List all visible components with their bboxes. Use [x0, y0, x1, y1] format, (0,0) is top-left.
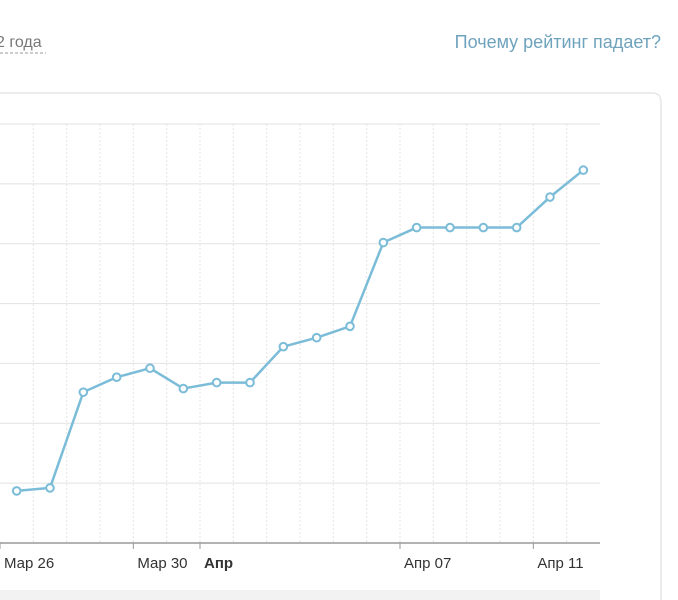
x-tick-label: Апр 07 [404, 555, 451, 572]
point [378, 237, 389, 248]
period-link[interactable]: 2 года [0, 34, 42, 51]
point [445, 222, 455, 233]
line [16, 169, 585, 493]
point [45, 483, 55, 493]
point [545, 192, 555, 202]
point [211, 377, 222, 388]
point [411, 222, 422, 233]
x-tick-label: Апр 11 [537, 555, 583, 572]
card [0, 92, 662, 600]
point [578, 165, 589, 175]
point [178, 383, 189, 394]
x-tick-label: Мар 26 [4, 555, 54, 572]
point [478, 222, 489, 233]
plot: Мар 26 Мар 30 Апр Апр 07 Апр 11 [0, 123, 600, 572]
x-tick-label: Мар 30 [137, 555, 187, 572]
x-tick-label: Апр [204, 555, 233, 572]
footer-strip [0, 590, 600, 600]
point [145, 363, 155, 374]
point [245, 377, 255, 388]
point [311, 332, 322, 343]
point [511, 222, 522, 233]
point [111, 372, 122, 382]
point [278, 341, 289, 352]
point [345, 321, 355, 332]
help-link[interactable]: Почему рейтинг падает? [455, 32, 661, 52]
point [78, 387, 89, 397]
point [11, 486, 22, 496]
